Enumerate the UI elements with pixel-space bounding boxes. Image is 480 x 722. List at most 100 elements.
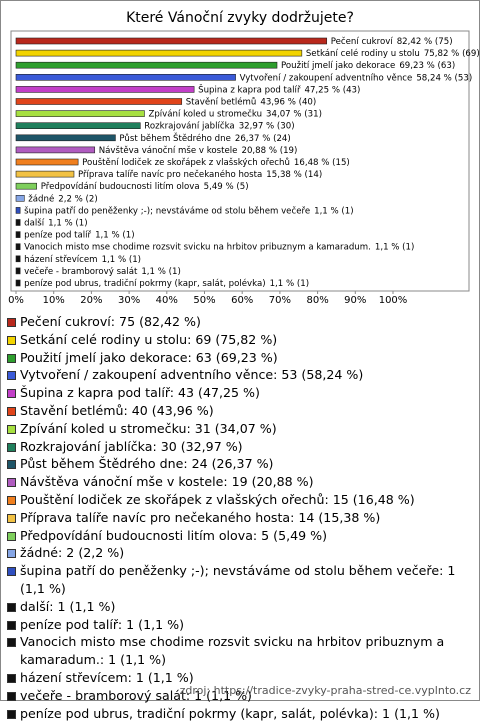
bar — [15, 146, 96, 154]
x-tick-label: 80% — [306, 295, 328, 306]
bar — [15, 37, 328, 45]
bar-label-value: 34,07 % (31) — [266, 109, 322, 119]
x-tick-label: 60% — [231, 295, 253, 306]
legend-label: Pečení cukroví: 75 (82,42 %) — [20, 314, 201, 329]
legend-item: peníze pod ubrus, tradiční pokrmy (kapr,… — [7, 705, 469, 722]
legend-item: Rozkrajování jablíčka: 30 (32,97 %) — [7, 438, 469, 456]
bar-label-name: Předpovídání budoucnosti litím olova — [41, 182, 200, 192]
chart: Které Vánoční zvyky dodržujete? 0% 10% 20%… — [8, 10, 479, 306]
x-tick-label: 30% — [118, 295, 140, 306]
bar-label-value: 1,1 % (1) — [314, 206, 353, 216]
bar-label-name: Vanocich misto mse chodime rozsvit svick… — [24, 242, 371, 252]
bar-label-value: 82,42 % (75) — [397, 37, 453, 47]
bar-label-value: 32,97 % (30) — [239, 121, 295, 131]
bar-label: večeře - bramborový salát 1,1 % (1) — [24, 265, 181, 276]
legend-swatch — [7, 353, 16, 363]
bar — [15, 182, 37, 190]
bar — [15, 207, 21, 214]
legend-item: Příprava talíře navíc pro nečekaného hos… — [7, 509, 469, 527]
bar-label: Příprava talíře navíc pro nečekaného hos… — [78, 169, 322, 180]
bar-label-value: 43,96 % (40) — [260, 97, 316, 107]
legend-label: Půst během Štědrého dne: 24 (26,37 %) — [20, 456, 274, 472]
legend-swatch — [7, 620, 16, 630]
bar-label: peníze pod ubrus, tradiční pokrmy (kapr,… — [24, 278, 309, 289]
bar-label: Setkání celé rodiny u stolu 75,82 % (69) — [306, 48, 479, 59]
bar-label-name: Vytvoření / zakoupení adventního věnce — [240, 72, 413, 83]
bar-label-value: 26,37 % (24) — [235, 133, 291, 143]
bar — [15, 98, 183, 105]
bar-label-value: 5,49 % (5) — [204, 182, 249, 192]
legend-item: Návštěva vánoční mše v kostele: 19 (20,8… — [7, 473, 469, 491]
legend-label: Pouštění lodiček ze skořápek z vlašských… — [20, 491, 415, 507]
bar — [15, 170, 75, 178]
chart-title: Které Vánoční zvyky dodržujete? — [126, 10, 354, 26]
x-tick-label: 70% — [269, 295, 291, 306]
legend-swatch — [7, 406, 16, 416]
bar-label: Zpívání koled u stromečku 34,07 % (31) — [148, 108, 321, 119]
x-tick-label: 90% — [344, 295, 366, 306]
bar-label-name: Návštěva vánoční mše v kostele — [99, 144, 238, 155]
legend-label: Šupina z kapra pod talíř: 43 (47,25 %) — [20, 385, 260, 401]
legend-label: Vytvoření / zakoupení adventního věnce: … — [20, 367, 364, 383]
bar — [15, 86, 195, 93]
bar-label-name: Zpívání koled u stromečku — [148, 108, 262, 119]
bar-label-name: šupina patří do peněženky ;-); nevstávám… — [24, 205, 310, 216]
bar-label: peníze pod talíř 1,1 % (1) — [24, 230, 134, 240]
legend-label: Použití jmelí jako dekorace: 63 (69,23 %… — [20, 349, 278, 365]
bar — [15, 243, 21, 250]
bar-label-name: Rozkrajování jablíčka — [144, 120, 234, 131]
legend-swatch — [7, 389, 16, 399]
legend-swatch — [7, 602, 16, 612]
legend-swatch — [7, 442, 16, 452]
legend-item: Půst během Štědrého dne: 24 (26,37 %) — [7, 455, 469, 473]
bar-label-name: házení střevícem — [24, 254, 97, 264]
legend-item: Setkání celé rodiny u stolu: 69 (75,82 %… — [7, 331, 469, 349]
bar-label-name: Setkání celé rodiny u stolu — [306, 48, 420, 59]
bar-label-name: žádné — [28, 193, 54, 204]
x-tick-label: 50% — [193, 295, 215, 306]
bar-label-value: 20,88 % (19) — [241, 145, 297, 155]
bar-label: další 1,1 % (1) — [24, 217, 87, 228]
legend-item: Vytvoření / zakoupení adventního věnce: … — [7, 366, 469, 384]
bar-label-name: večeře - bramborový salát — [24, 265, 138, 276]
bar-label: Vytvoření / zakoupení adventního věnce 58… — [240, 72, 473, 83]
bar-label-name: Pečení cukroví — [331, 36, 394, 47]
bar-label-name: Pouštění lodiček ze skořápek z vlašských… — [82, 157, 290, 168]
bar-label: Předpovídání budoucnosti litím olova 5,49… — [41, 182, 249, 192]
legend-swatch — [7, 567, 16, 577]
bar-label-name: peníze pod ubrus, tradiční pokrmy (kapr,… — [24, 278, 265, 289]
bar-label-value: 1,1 % (1) — [95, 230, 134, 240]
x-tick-label: 20% — [80, 295, 102, 306]
legend-label: Návštěva vánoční mše v kostele: 19 (20,8… — [20, 474, 314, 490]
bar-label: Pouštění lodiček ze skořápek z vlašských… — [82, 157, 350, 168]
bar-label-value: 15,38 % (14) — [266, 170, 322, 180]
legend-swatch — [7, 513, 16, 523]
legend-label: peníze pod ubrus, tradiční pokrmy (kapr,… — [20, 705, 440, 721]
bar-label-name: Příprava talíře navíc pro nečekaného hos… — [78, 169, 262, 180]
legend-label: Zpívání koled u stromečku: 31 (34,07 %) — [20, 420, 277, 436]
legend-swatch — [7, 460, 16, 470]
legend-item: Předpovídání budoucnosti litím olova: 5 … — [7, 527, 469, 545]
legend-swatch — [7, 371, 16, 381]
x-tick-label: 0% — [8, 295, 24, 306]
legend-label: žádné: 2 (2,2 %) — [20, 545, 125, 561]
bar — [15, 267, 21, 275]
legend-item: házení střevícem: 1 (1,1 %) — [7, 669, 469, 687]
bar-label: Použití jmelí jako dekorace 69,23 % (63) — [281, 61, 455, 71]
bar-label-name: Použití jmelí jako dekorace — [281, 61, 395, 71]
legend-item: Šupina z kapra pod talíř: 43 (47,25 %) — [7, 384, 469, 402]
bar-label-value: 1,1 % (1) — [141, 266, 180, 276]
bar-label: Půst během Štědrého dne 26,37 % (24) — [119, 131, 290, 143]
legend-swatch — [7, 318, 16, 327]
bar-label: šupina patří do peněženky ;-); nevstávám… — [24, 205, 353, 216]
legend-label: večeře - bramborový salát: 1 (1,1 %) — [20, 687, 252, 703]
bar-label: házení střevícem 1,1 % (1) — [24, 254, 141, 264]
x-tick-label: 100% — [379, 295, 408, 306]
legend-swatch — [7, 549, 16, 559]
bar-label-value: 75,82 % (69) — [424, 49, 479, 59]
bar — [15, 279, 21, 287]
legend-item: večeře - bramborový salát: 1 (1,1 %) — [7, 687, 469, 705]
bar-label: Návštěva vánoční mše v kostele 20,88 % (1… — [99, 144, 298, 155]
bar-label-name: peníze pod talíř — [24, 230, 91, 240]
